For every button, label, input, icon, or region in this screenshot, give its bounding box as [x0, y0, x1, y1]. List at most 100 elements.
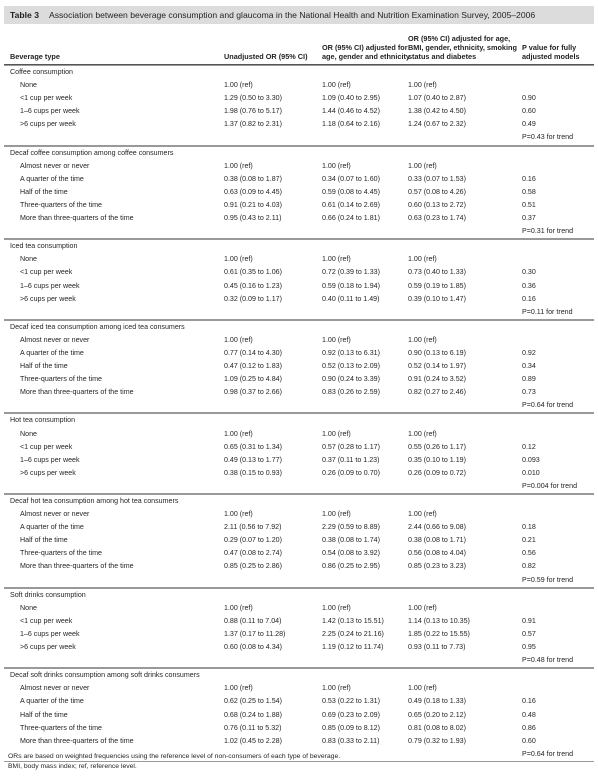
- table-row: Almost never or never 1.00 (ref) 1.00 (ref…: [4, 334, 594, 347]
- table-row: More than three-quarters of the time 0.85…: [4, 560, 594, 573]
- table-row: Almost never or never 1.00 (ref) 1.00 (ref…: [4, 508, 594, 521]
- row-label: None: [20, 429, 37, 438]
- cell: 0.54 (0.08 to 3.92): [322, 549, 380, 558]
- cell: 2.25 (0.24 to 21.16): [322, 629, 384, 638]
- cell: 0.32 (0.09 to 1.17): [224, 294, 282, 303]
- cell: 0.35 (0.10 to 1.19): [408, 455, 466, 464]
- row-label: <1 cup per week: [20, 616, 73, 625]
- table-row: Almost never or never 1.00 (ref) 1.00 (ref…: [4, 160, 594, 173]
- cell: 0.36: [522, 281, 536, 290]
- table-row: >6 cups per week 1.37 (0.82 to 2.31) 1.18 …: [4, 118, 594, 131]
- cell: 0.65 (0.31 to 1.34): [224, 442, 282, 451]
- cell: 0.76 (0.11 to 5.32): [224, 723, 282, 732]
- cell: 1.00 (ref): [322, 429, 351, 438]
- cell: 1.00 (ref): [224, 335, 253, 344]
- cell: 0.59 (0.08 to 4.45): [322, 187, 380, 196]
- cell: 0.48: [522, 710, 536, 719]
- column-header: Beverage type: [10, 52, 60, 61]
- cell: 0.093: [522, 455, 540, 464]
- table-row: None 1.00 (ref) 1.00 (ref) 1.00 (ref): [4, 428, 594, 441]
- table-row: More than three-quarters of the time 0.98…: [4, 386, 594, 399]
- cell: 0.16: [522, 174, 536, 183]
- cell: 0.49 (0.13 to 1.77): [224, 455, 282, 464]
- cell: 0.73: [522, 388, 536, 397]
- cell: 0.66 (0.24 to 1.81): [322, 214, 380, 223]
- row-label: More than three-quarters of the time: [20, 214, 134, 223]
- cell: 1.00 (ref): [322, 81, 351, 90]
- section-row: Coffee consumption: [4, 65, 594, 79]
- row-label: Almost never or never: [20, 684, 90, 693]
- cell: 0.37 (0.11 to 1.23): [322, 455, 380, 464]
- cell: 0.65 (0.20 to 2.12): [408, 710, 466, 719]
- cell: 0.91: [522, 616, 536, 625]
- footnote: BMI, body mass index; ref, reference lev…: [8, 763, 137, 770]
- cell: 1.00 (ref): [408, 684, 437, 693]
- column-header: P value for fully adjusted models: [522, 43, 580, 61]
- cell: 1.00 (ref): [224, 81, 253, 90]
- cell: 0.88 (0.11 to 7.04): [224, 616, 282, 625]
- cell: 1.98 (0.76 to 5.17): [224, 107, 282, 116]
- table-title: Association between beverage consumption…: [48, 10, 536, 20]
- cell: 0.58: [522, 187, 536, 196]
- cell: 1.00 (ref): [224, 510, 253, 519]
- cell: 0.81 (0.08 to 8.02): [408, 723, 466, 732]
- section-title: Decaf coffee consumption among coffee co…: [10, 148, 174, 157]
- row-label: >6 cups per week: [20, 643, 76, 652]
- table-row: 1–6 cups per week 1.37 (0.17 to 11.28) 2.2…: [4, 628, 594, 641]
- section-title: Decaf soft drinks consumption among soft…: [10, 671, 200, 680]
- row-label: Half of the time: [20, 362, 68, 371]
- column-header: OR (95% CI) adjusted for age, BMI, gende…: [408, 34, 517, 61]
- row-label: Almost never or never: [20, 335, 90, 344]
- row-label: Half of the time: [20, 536, 68, 545]
- row-label: A quarter of the time: [20, 523, 84, 532]
- cell: 0.90 (0.13 to 6.19): [408, 348, 466, 357]
- cell: 0.86: [522, 723, 536, 732]
- table-row: Three-quarters of the time 0.47 (0.08 to …: [4, 547, 594, 560]
- trend-row: P=0.004 for trend: [4, 480, 594, 494]
- cell: 0.21: [522, 536, 536, 545]
- cell: 0.57 (0.28 to 1.17): [322, 442, 380, 451]
- row-label: None: [20, 255, 37, 264]
- row-label: 1–6 cups per week: [20, 455, 80, 464]
- column-header: OR (95% CI) adjusted for age, gender and…: [322, 43, 410, 61]
- cell: 0.92 (0.13 to 6.31): [322, 348, 380, 357]
- cell: 0.49: [522, 120, 536, 129]
- cell: 0.61 (0.35 to 1.06): [224, 268, 282, 277]
- cell: 0.55 (0.26 to 1.17): [408, 442, 466, 451]
- cell: 0.77 (0.14 to 4.30): [224, 348, 282, 357]
- cell: 0.90 (0.24 to 3.39): [322, 375, 380, 384]
- row-label: A quarter of the time: [20, 174, 84, 183]
- section-title: Decaf iced tea consumption among iced te…: [10, 322, 185, 331]
- cell: 0.90: [522, 94, 536, 103]
- column-header: Unadjusted OR (95% CI): [224, 52, 308, 61]
- cell: 0.59 (0.19 to 1.85): [408, 281, 466, 290]
- table-row: 1–6 cups per week 0.49 (0.13 to 1.77) 0.37…: [4, 454, 594, 467]
- cell: 0.18: [522, 523, 536, 532]
- cell: 0.52 (0.13 to 2.09): [322, 362, 380, 371]
- section-row: Decaf iced tea consumption among iced te…: [4, 319, 594, 334]
- row-label: Three-quarters of the time: [20, 375, 103, 384]
- cell: 1.00 (ref): [322, 684, 351, 693]
- footnote: ORs are based on weighted frequencies us…: [8, 753, 341, 760]
- table-row: >6 cups per week 0.32 (0.09 to 1.17) 0.40 …: [4, 293, 594, 306]
- cell: 1.09 (0.25 to 4.84): [224, 375, 282, 384]
- trend: P=0.48 for trend: [522, 656, 574, 665]
- row-label: >6 cups per week: [20, 468, 76, 477]
- cell: 0.38 (0.15 to 0.93): [224, 468, 282, 477]
- table-row: Half of the time 0.63 (0.09 to 4.45) 0.59 …: [4, 186, 594, 199]
- cell: 1.07 (0.40 to 2.87): [408, 94, 466, 103]
- cell: 0.47 (0.12 to 1.83): [224, 362, 282, 371]
- cell: 0.63 (0.09 to 4.45): [224, 187, 282, 196]
- cell: 0.95: [522, 643, 536, 652]
- row-label: Half of the time: [20, 187, 68, 196]
- cell: 0.95 (0.43 to 2.11): [224, 214, 282, 223]
- title-bar: Table 3 Association between beverage cons…: [4, 6, 594, 24]
- section-row: Decaf coffee consumption among coffee co…: [4, 145, 594, 160]
- table-header: Beverage type Unadjusted OR (95% CI) OR …: [4, 28, 594, 65]
- trend: P=0.43 for trend: [522, 133, 574, 142]
- row-label: 1–6 cups per week: [20, 629, 80, 638]
- trend-row: P=0.64 for trend: [4, 399, 594, 414]
- footnotes: ORs are based on weighted frequencies us…: [8, 752, 340, 772]
- section-title: Iced tea consumption: [10, 242, 78, 251]
